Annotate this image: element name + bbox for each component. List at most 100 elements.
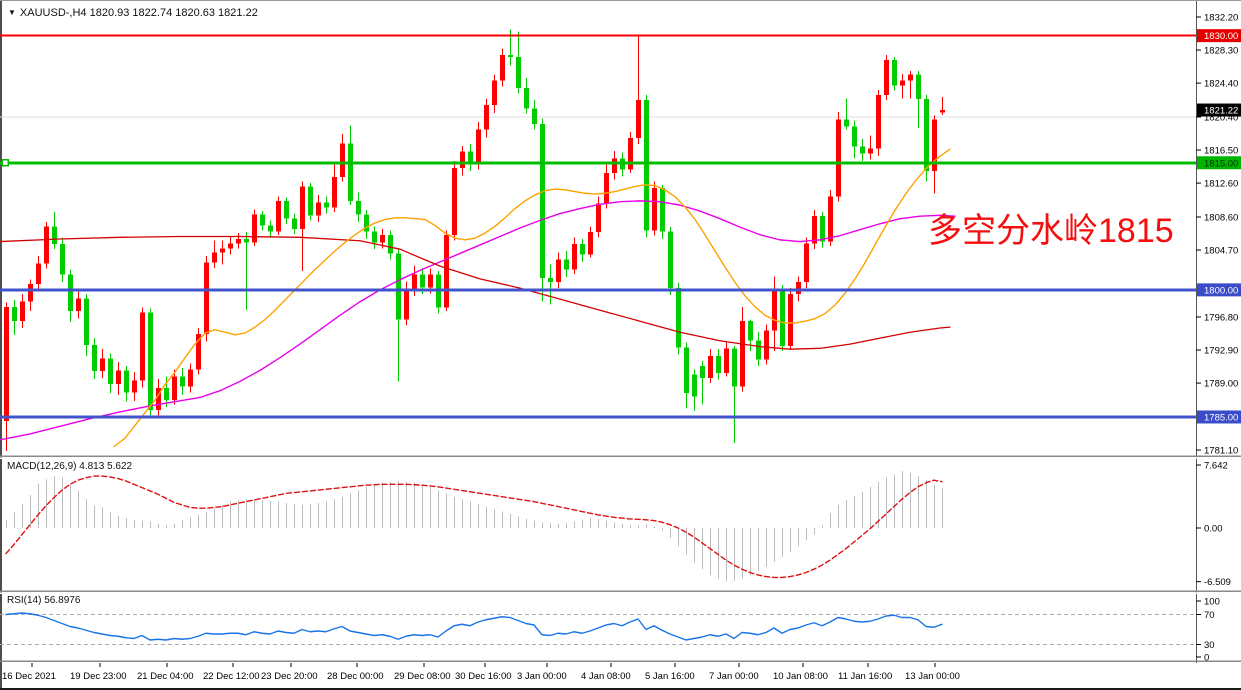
candle-body-up	[380, 234, 385, 243]
candle-body-up	[20, 301, 25, 322]
candle-body-down	[700, 366, 705, 378]
candle-body-up	[212, 252, 217, 263]
candle-body-down	[748, 321, 753, 341]
candle-body-up	[476, 129, 481, 165]
candle-body-down	[396, 253, 401, 320]
candle-body-up	[884, 60, 889, 95]
price-badge-label: 1815.00	[1204, 158, 1238, 169]
candle-body-down	[732, 348, 737, 387]
price-badge-label: 1800.00	[1204, 285, 1238, 296]
price-badge	[1197, 283, 1241, 297]
candle-body-down	[468, 151, 473, 165]
hlines-layer	[0, 34, 1196, 419]
candle-body-up	[868, 148, 873, 154]
candle-body-down	[284, 200, 289, 219]
candle-body-up	[604, 172, 609, 204]
time-tick-label: 30 Dec 16:00	[455, 671, 512, 682]
candle-body-up	[612, 158, 617, 173]
price-badge-label: 1821.22	[1204, 106, 1238, 117]
price-tick-label: 1820.40	[1204, 112, 1238, 123]
candle-body-up	[300, 186, 305, 229]
candle-body-down	[660, 188, 665, 232]
candle-body-down	[124, 370, 129, 393]
price-badge	[1197, 29, 1241, 43]
candle-body-down	[84, 298, 89, 345]
candle-body-down	[716, 355, 721, 373]
candle-body-down	[892, 60, 897, 86]
symbol-dropdown-icon[interactable]: ▼	[8, 8, 16, 17]
window-bottom-border	[0, 688, 1241, 690]
candle-body-up	[772, 289, 777, 331]
time-tick-label: 21 Dec 04:00	[137, 671, 194, 682]
candle-body-down	[372, 231, 377, 243]
rsi-panel[interactable]: 100 70 30 0	[0, 597, 1220, 664]
candle-body-down	[268, 225, 273, 232]
candle-body-down	[52, 226, 57, 245]
time-tick-label: 13 Jan 00:00	[905, 671, 960, 682]
candle-body-down	[148, 312, 153, 411]
candle-body-down	[180, 376, 185, 387]
time-tick-label: 29 Dec 08:00	[394, 671, 451, 682]
candle-body-down	[308, 186, 313, 216]
candle-body-up	[708, 355, 713, 378]
price-badge-label: 1785.00	[1204, 412, 1238, 423]
macd-panel[interactable]: 7.642 0.00 -6.509	[5, 461, 1231, 589]
candle-body-down	[508, 55, 513, 57]
candle-body-up	[412, 274, 417, 290]
candle-body-up	[636, 100, 641, 139]
candle-body-down	[92, 344, 97, 372]
ma-magenta-line	[0, 200, 956, 441]
candle-body-up	[740, 321, 745, 387]
candle-body-up	[36, 263, 41, 284]
ma-red-line	[0, 235, 951, 350]
candle-body-up	[492, 80, 497, 106]
time-axis[interactable]: 16 Dec 2021 19 Dec 23:00 21 Dec 04:00 22 De…	[2, 663, 960, 682]
candle-body-up	[44, 226, 49, 264]
hline-handle-icon[interactable]	[1, 159, 9, 167]
price-badge-label: 1830.00	[1204, 31, 1238, 42]
candle-body-up	[596, 203, 601, 233]
candles-layer	[4, 29, 945, 451]
price-tick-label: 1792.90	[1204, 346, 1238, 357]
candle-body-down	[692, 374, 697, 397]
candle-body-up	[572, 244, 577, 270]
time-tick-label: 23 Dec 20:00	[261, 671, 318, 682]
price-tick-label: 1828.30	[1204, 46, 1238, 57]
candle-body-down	[364, 214, 369, 232]
candle-body-up	[900, 80, 905, 86]
price-axis[interactable]: 1832.20 1828.30 1824.40 1820.40 1816.50 1812.…	[1196, 1, 1241, 663]
candle-body-up	[276, 200, 281, 232]
candle-body-down	[388, 234, 393, 254]
candle-body-down	[60, 244, 65, 275]
time-tick-label: 7 Jan 00:00	[709, 671, 759, 682]
price-tick-label: 1816.50	[1204, 146, 1238, 157]
time-tick-label: 10 Jan 08:00	[773, 671, 828, 682]
candle-body-down	[676, 288, 681, 348]
candle-body-up	[116, 370, 121, 384]
candle-body-up	[876, 94, 881, 149]
candle-body-up	[628, 138, 633, 170]
candle-body-up	[812, 216, 817, 244]
price-tick-label: 1812.60	[1204, 179, 1238, 190]
chart-title: ▼ XAUUSD-,H4 1820.93 1822.74 1820.63 1821…	[8, 7, 258, 19]
candle-body-down	[348, 143, 353, 201]
candle-body-up	[836, 119, 841, 197]
candle-body-down	[244, 239, 249, 243]
time-tick-label: 3 Jan 00:00	[517, 671, 567, 682]
candle-body-down	[524, 88, 529, 109]
macd-axis-label: 7.642	[1204, 461, 1228, 472]
price-badge	[1197, 410, 1241, 424]
candle-body-up	[196, 333, 201, 370]
time-tick-label: 11 Jan 16:00	[838, 671, 892, 682]
candle-body-up	[228, 243, 233, 249]
candle-body-up	[404, 289, 409, 320]
chart-annotation-text: 多空分水岭1815	[928, 212, 1174, 250]
window-left-border	[0, 1, 2, 690]
symbol-ohlc-text: XAUUSD-,H4 1820.93 1822.74 1820.63 1821.…	[19, 7, 258, 19]
rsi-axis-label: 30	[1204, 640, 1215, 651]
rsi-axis-label: 100	[1204, 597, 1220, 608]
candle-body-up	[804, 243, 809, 283]
candle-body-up	[460, 151, 465, 168]
